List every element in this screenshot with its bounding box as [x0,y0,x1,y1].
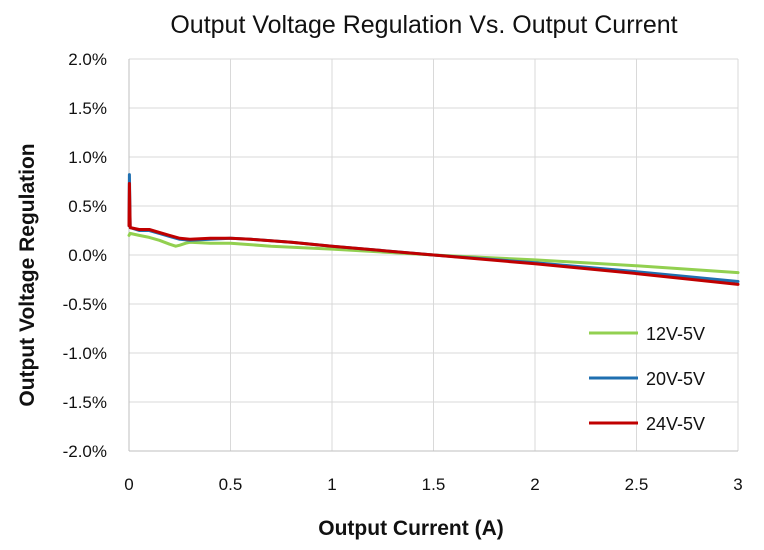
y-tick-label: 0.5% [68,197,107,216]
legend-label-24v-5v: 24V-5V [646,414,705,434]
y-tick-label: 0.0% [68,246,107,265]
x-tick-label: 0.5 [219,475,243,494]
x-tick-label: 1 [327,475,336,494]
series-lines [127,173,740,286]
y-tick-label: -1.5% [63,393,107,412]
x-tick-label: 3 [733,475,742,494]
x-tick-label: 2.5 [625,475,649,494]
series-line-24v-5v [127,182,740,286]
legend-label-20v-5v: 20V-5V [646,369,705,389]
y-tick-label: 2.0% [68,50,107,69]
chart-title: Output Voltage Regulation Vs. Output Cur… [170,11,677,39]
y-tick-label: 1.0% [68,148,107,167]
y-tick-labels: 2.0% 1.5% 1.0% 0.5% 0.0% -0.5% -1.0% -1.5% -2.0% [63,50,107,461]
y-axis-title: Output Voltage Regulation [16,143,39,406]
axes [128,59,738,452]
x-axis-title: Output Current (A) [318,517,503,540]
y-tick-label: -0.5% [63,295,107,314]
y-tick-label: -2.0% [63,442,107,461]
y-tick-label: -1.0% [63,344,107,363]
x-tick-label: 0 [124,475,133,494]
y-tick-label: 1.5% [68,99,107,118]
x-tick-labels: 0 0.5 1 1.5 2 2.5 3 [124,475,742,494]
x-tick-label: 1.5 [422,475,446,494]
legend: 12V-5V 20V-5V 24V-5V [589,324,705,434]
legend-label-12v-5v: 12V-5V [646,324,705,344]
x-tick-label: 2 [530,475,539,494]
grid-lines [129,58,739,451]
